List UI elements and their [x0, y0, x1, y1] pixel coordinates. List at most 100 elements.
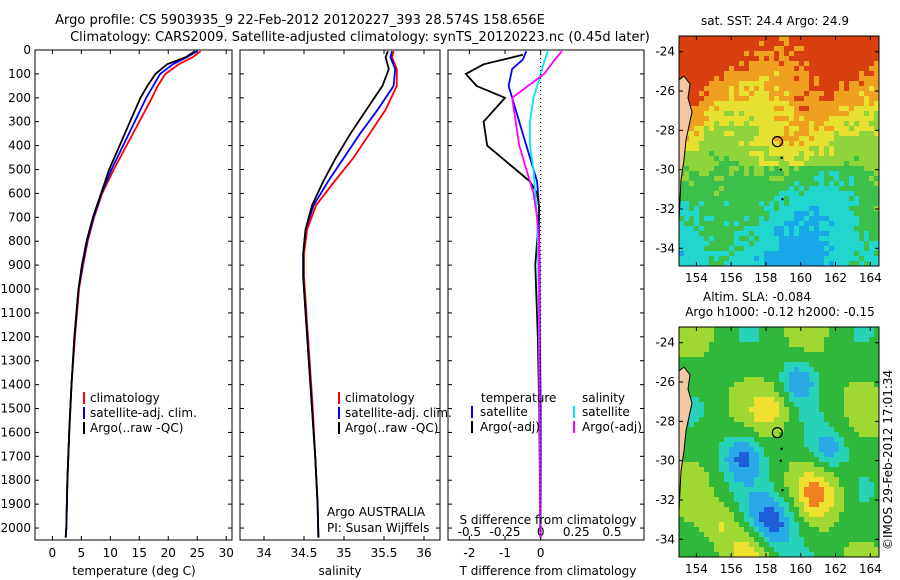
- heatmap-cell: [769, 116, 775, 122]
- heatmap-cell: [824, 121, 830, 127]
- heatmap-cell: [804, 256, 810, 262]
- heatmap-cell: [799, 502, 805, 508]
- heatmap-cell: [699, 387, 705, 393]
- heatmap-cell: [784, 382, 790, 388]
- y-tick-label: 400: [8, 139, 31, 153]
- heatmap-cell: [829, 437, 835, 443]
- heatmap-cell: [864, 181, 870, 187]
- heatmap-cell: [819, 552, 825, 557]
- heatmap-cell: [864, 166, 870, 172]
- heatmap-cell: [759, 71, 765, 77]
- heatmap-cell: [744, 407, 750, 413]
- heatmap-cell: [704, 467, 710, 473]
- heatmap-cell: [829, 216, 835, 222]
- heatmap-cell: [849, 256, 855, 262]
- heatmap-cell: [864, 81, 870, 87]
- heatmap-cell: [824, 332, 830, 338]
- heatmap-cell: [689, 532, 695, 538]
- heatmap-cell: [749, 532, 755, 538]
- heatmap-cell: [764, 121, 770, 127]
- heatmap-cell: [709, 407, 715, 413]
- heatmap-cell: [839, 432, 845, 438]
- heatmap-cell: [694, 512, 700, 518]
- heatmap-cell: [689, 412, 695, 418]
- heatmap-cell: [769, 477, 775, 483]
- heatmap-cell: [714, 492, 720, 498]
- heatmap-cell: [684, 146, 690, 152]
- heatmap-cell: [719, 332, 725, 338]
- heatmap-cell: [809, 51, 815, 57]
- heatmap-cell: [809, 532, 815, 538]
- heatmap-cell: [739, 332, 745, 338]
- heatmap-cell: [754, 126, 760, 132]
- heatmap-cell: [784, 106, 790, 112]
- heatmap-cell: [844, 36, 850, 42]
- heatmap-cell: [749, 221, 755, 227]
- heatmap-cell: [694, 457, 700, 463]
- heatmap-cell: [729, 256, 735, 262]
- heatmap-cell: [854, 422, 860, 428]
- heatmap-cell: [834, 246, 840, 252]
- heatmap-cell: [874, 41, 879, 47]
- heatmap-cell: [689, 472, 695, 478]
- heatmap-cell: [754, 86, 760, 92]
- heatmap-cell: [714, 126, 720, 132]
- heatmap-cell: [774, 76, 780, 82]
- heatmap-cell: [744, 106, 750, 112]
- heatmap-cell: [799, 377, 805, 383]
- heatmap-cell: [874, 181, 879, 187]
- heatmap-cell: [744, 56, 750, 62]
- heatmap-cell: [764, 256, 770, 262]
- heatmap-cell: [844, 211, 850, 217]
- heatmap-cell: [769, 402, 775, 408]
- heatmap-cell: [699, 131, 705, 137]
- heatmap-cell: [859, 146, 865, 152]
- heatmap-cell: [829, 61, 835, 67]
- heatmap-cell: [759, 126, 765, 132]
- heatmap-cell: [759, 36, 765, 42]
- heatmap-cell: [844, 156, 850, 162]
- heatmap-cell: [819, 352, 825, 358]
- heatmap-cell: [744, 71, 750, 77]
- heatmap-cell: [784, 422, 790, 428]
- heatmap-cell: [684, 362, 690, 368]
- heatmap-cell: [729, 161, 735, 167]
- heatmap-cell: [679, 176, 685, 182]
- heatmap-cell: [704, 231, 710, 237]
- heatmap-cell: [749, 261, 755, 266]
- heatmap-cell: [779, 442, 785, 448]
- heatmap-cell: [814, 46, 820, 52]
- heatmap-cell: [829, 261, 835, 266]
- heatmap-cell: [764, 221, 770, 227]
- heatmap-cell: [859, 71, 865, 77]
- heatmap-cell: [759, 402, 765, 408]
- heatmap-cell: [724, 181, 730, 187]
- heatmap-cell: [704, 216, 710, 222]
- heatmap-cell: [854, 231, 860, 237]
- heatmap-cell: [834, 477, 840, 483]
- heatmap-cell: [829, 352, 835, 358]
- heatmap-cell: [814, 377, 820, 383]
- heatmap-cell: [704, 377, 710, 383]
- heatmap-cell: [824, 432, 830, 438]
- heatmap-cell: [684, 477, 690, 483]
- heatmap-cell: [709, 66, 715, 72]
- heatmap-cell: [759, 462, 765, 468]
- heatmap-cell: [794, 231, 800, 237]
- heatmap-cell: [694, 362, 700, 368]
- heatmap-cell: [749, 196, 755, 202]
- heatmap-cell: [794, 402, 800, 408]
- heatmap-cell: [744, 502, 750, 508]
- heatmap-cell: [799, 241, 805, 247]
- heatmap-cell: [719, 76, 725, 82]
- heatmap-cell: [859, 397, 865, 403]
- heatmap-cell: [774, 332, 780, 338]
- heatmap-cell: [834, 372, 840, 378]
- heatmap-cell: [769, 201, 775, 207]
- heatmap-cell: [844, 186, 850, 192]
- heatmap-cell: [864, 96, 870, 102]
- heatmap-cell: [699, 337, 705, 343]
- heatmap-cell: [699, 186, 705, 192]
- heatmap-cell: [859, 216, 865, 222]
- heatmap-cell: [769, 497, 775, 503]
